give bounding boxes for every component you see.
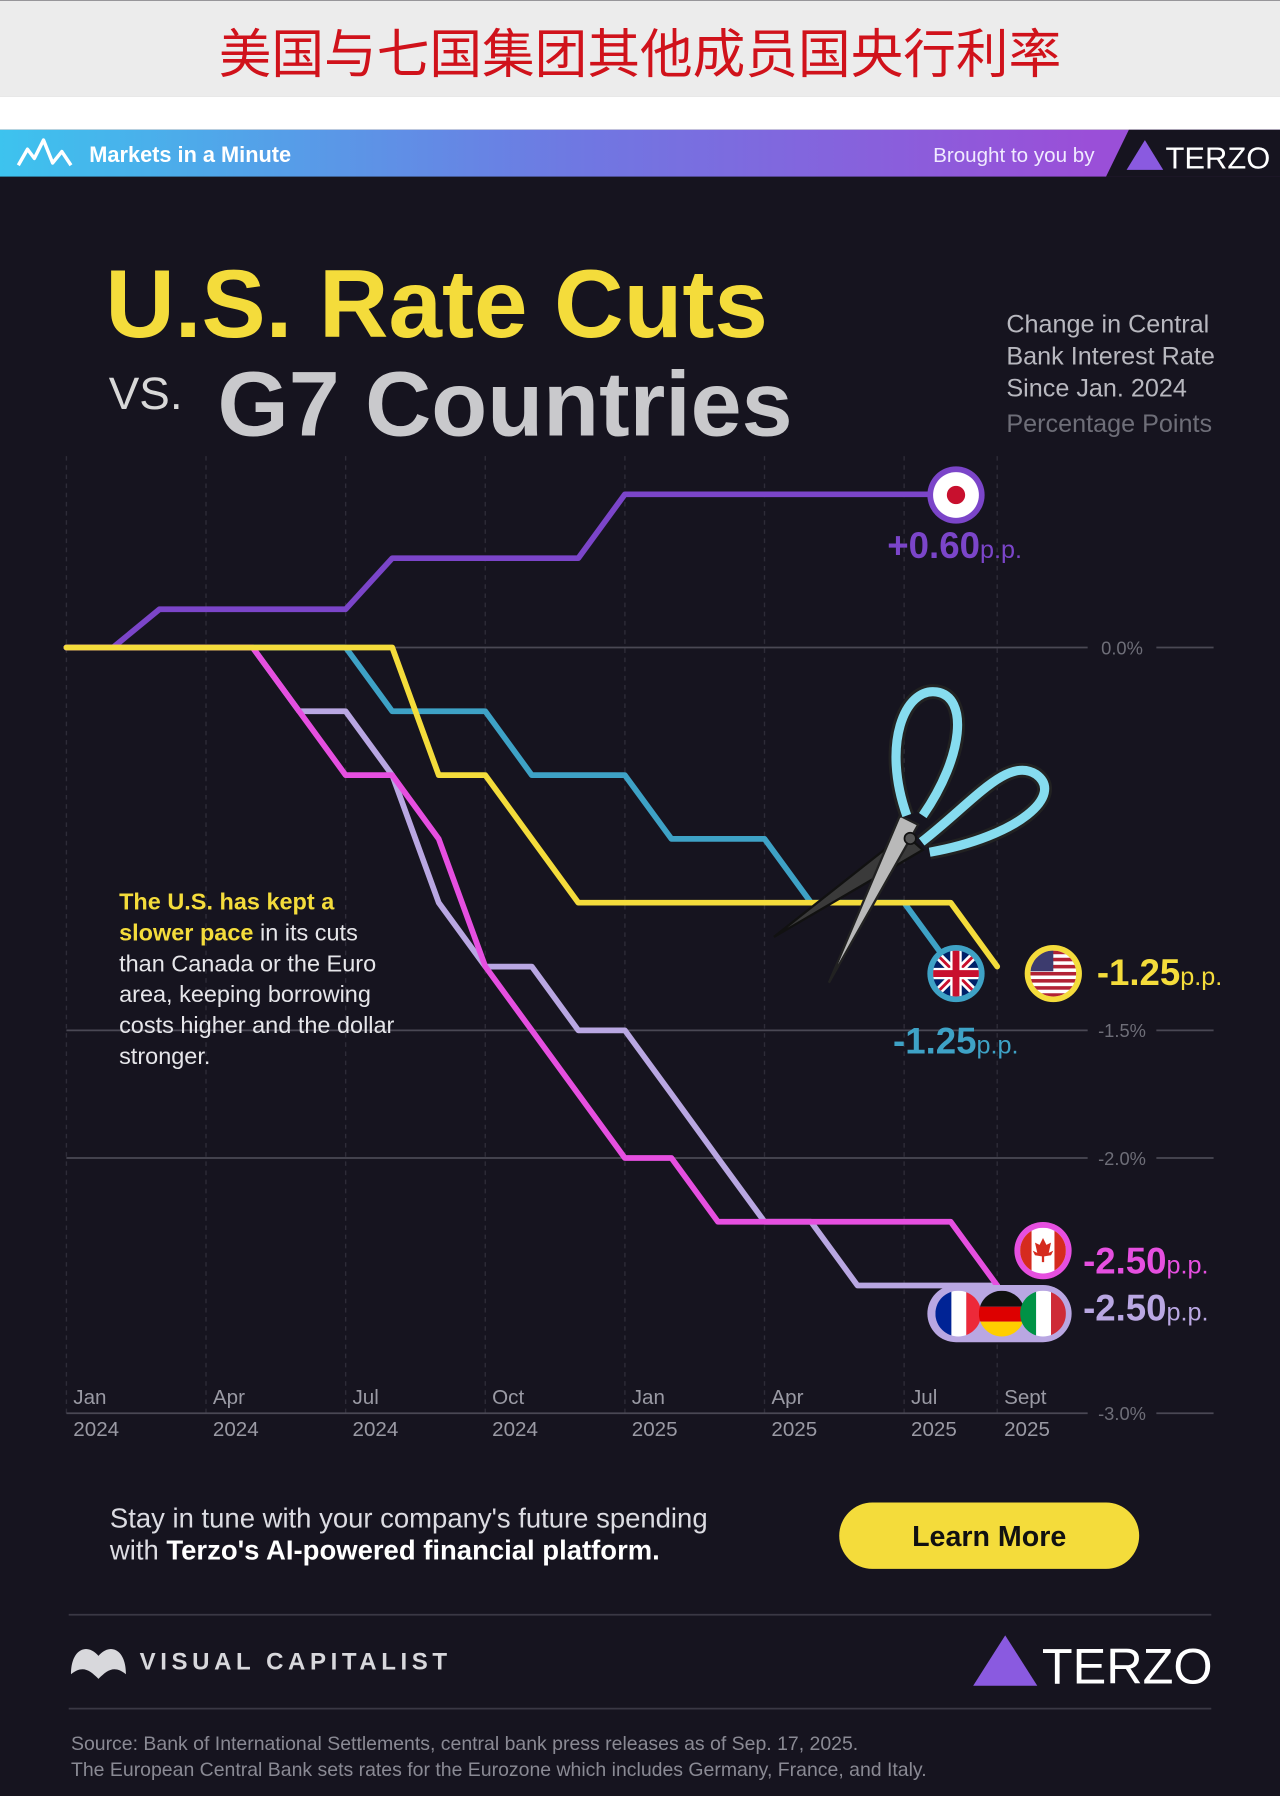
x-tick-label: Jan 2024 xyxy=(73,1385,120,1441)
value-label-number: -2.50 xyxy=(1083,1241,1166,1282)
series-line xyxy=(63,644,1001,970)
end-labels: +0.60p.p.-1.25p.p.-2.50p.p.-2.50p.p.-1.2… xyxy=(887,525,1222,1329)
annotation: The U.S. has kept a slower pace in its c… xyxy=(119,887,405,1072)
scissors-icon xyxy=(773,684,1052,984)
x-tick-label: Sept 2025 xyxy=(1004,1385,1050,1441)
partner: TERZO xyxy=(1042,1637,1213,1694)
value-label-unit: p.p. xyxy=(980,536,1022,564)
sponsor-logo xyxy=(1126,140,1164,170)
value-label: +0.60p.p. xyxy=(887,525,1022,566)
value-label: -2.50p.p. xyxy=(1083,1241,1208,1282)
sponsor-text: Brought to you by xyxy=(933,144,1095,167)
x-tick-label: Jul 2024 xyxy=(352,1385,399,1441)
units: Percentage Points xyxy=(1006,410,1212,438)
value-label-number: -2.50 xyxy=(1083,1287,1166,1328)
value-label-unit: p.p. xyxy=(1180,963,1222,991)
value-label-number: -1.25 xyxy=(1097,952,1180,993)
sponsor: TERZO xyxy=(1166,141,1271,176)
publisher-logo xyxy=(70,1648,126,1679)
flag-euro-area xyxy=(927,1284,1072,1343)
button-label[interactable]: Learn More xyxy=(912,1521,1066,1553)
x-tick: Jul 2025 xyxy=(910,1385,957,1441)
brand-icon xyxy=(16,138,73,167)
subtitle: Bank Interest Rate xyxy=(1006,342,1214,370)
source: The European Central Bank sets rates for… xyxy=(71,1759,927,1781)
annotation-highlight: The U.S. has kept xyxy=(119,888,315,916)
value-label-number: -1.25 xyxy=(893,1021,976,1062)
cta-text-plain: with xyxy=(109,1535,159,1566)
x-tick: Jul 2024 xyxy=(352,1385,399,1441)
x-tick: Apr 2024 xyxy=(212,1385,259,1441)
y-tick-label: 0.0% xyxy=(1101,637,1143,658)
flag-us xyxy=(1024,944,1082,1003)
title: U.S. Rate Cuts xyxy=(105,251,768,358)
subtitle: Since Jan. 2024 xyxy=(1006,375,1187,403)
value-label-unit: p.p. xyxy=(1167,1298,1209,1326)
value-label: -2.50p.p. xyxy=(1083,1287,1208,1328)
flag-canada xyxy=(1014,1222,1072,1280)
y-tick-label: -2.0% xyxy=(1098,1148,1146,1169)
y-tick-label: -1.5% xyxy=(1098,1020,1146,1041)
x-tick-label: Jan 2025 xyxy=(631,1385,678,1441)
banner xyxy=(0,129,1280,177)
subtitle: Change in Central xyxy=(1006,310,1209,338)
value-label-unit: p.p. xyxy=(977,1032,1019,1060)
flag-japan xyxy=(927,466,985,524)
value-label: -1.25p.p. xyxy=(1097,952,1222,993)
header-gap xyxy=(0,96,1280,130)
partner-logo xyxy=(973,1635,1038,1686)
x-tick-label: Jul 2025 xyxy=(910,1385,957,1441)
brand: Markets in a Minute xyxy=(89,142,291,167)
annotation-text: The U.S. has kept a slower pace in its c… xyxy=(119,887,405,1072)
source: Source: Bank of International Settlement… xyxy=(71,1733,858,1755)
header-band xyxy=(0,0,1280,97)
x-tick-label: Oct 2024 xyxy=(492,1385,538,1441)
annotation-highlight: a slower pace xyxy=(119,888,335,947)
x-tick-label: Apr 2024 xyxy=(212,1385,259,1441)
title-2: G7 Countries xyxy=(218,353,793,455)
title-vs: VS. xyxy=(109,368,183,419)
value-label-unit: p.p. xyxy=(1167,1252,1209,1280)
x-tick: Sept 2025 xyxy=(1004,1385,1050,1441)
plot: Jan 2024 Apr 2024 Jul 2024 Oct 2024 Jan 2025… xyxy=(63,456,1214,1441)
y-tick-label: -3.0% xyxy=(1098,1403,1146,1424)
x-tick: Jan 2025 xyxy=(631,1385,678,1441)
x-tick-label: Apr 2025 xyxy=(771,1385,818,1441)
series-line xyxy=(63,491,954,651)
flag-uk xyxy=(927,944,985,1003)
x-tick: Apr 2025 xyxy=(771,1385,818,1441)
value-label-number: +0.60 xyxy=(887,525,980,566)
cta-text: with Terzo's AI-powered financial platfo… xyxy=(109,1535,660,1566)
value-label: -1.25p.p. xyxy=(893,1021,1018,1062)
x-tick: Oct 2024 xyxy=(492,1385,538,1441)
learn-more-button[interactable]: Learn More xyxy=(839,1502,1140,1569)
cta-text: Stay in tune with your company's future … xyxy=(110,1503,708,1534)
page-title: 美国与七国集团其他成员国央行利率 xyxy=(219,26,1062,85)
button-bg[interactable] xyxy=(839,1502,1140,1569)
annotation-body: in its cuts than Canada or the Euro area… xyxy=(119,919,395,1070)
x-tick: Jan 2024 xyxy=(73,1385,120,1441)
cta-text-bold: Terzo's AI-powered financial platform. xyxy=(166,1535,659,1566)
publisher: VISUAL CAPITALIST xyxy=(140,1649,452,1676)
